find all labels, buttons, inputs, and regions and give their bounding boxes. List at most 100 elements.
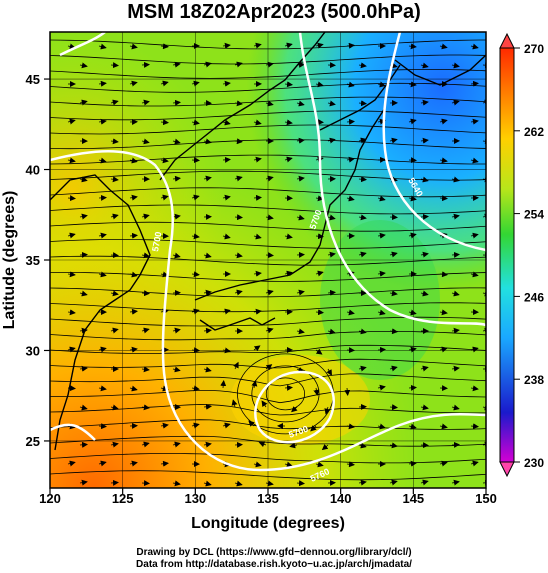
wind-arrow <box>324 406 331 415</box>
wind-arrow <box>110 290 119 297</box>
wind-arrow <box>160 157 169 164</box>
wind-arrow <box>265 175 274 182</box>
wind-arrow <box>79 290 88 297</box>
wind-arrow <box>231 399 238 408</box>
wind-arrow <box>79 365 88 372</box>
wind-arrow <box>220 380 227 389</box>
wind-arrow <box>172 441 181 448</box>
temperature-field <box>50 32 486 488</box>
wind-arrow <box>253 461 262 468</box>
wind-arrow <box>315 348 323 355</box>
wind-arrow <box>258 441 267 448</box>
wind-arrow <box>222 194 231 201</box>
wind-arrow <box>234 252 243 259</box>
wind-arrow <box>377 309 386 316</box>
wind-arrow <box>420 137 429 144</box>
streamline <box>50 302 486 313</box>
wind-arrow <box>451 176 460 183</box>
wind-arrow <box>110 176 119 183</box>
wind-arrow <box>203 252 212 259</box>
y-tick-label: 45 <box>26 72 40 87</box>
wind-arrow <box>110 441 119 448</box>
wind-arrow <box>141 213 150 220</box>
wind-arrow <box>451 99 460 106</box>
wind-arrow <box>451 213 460 220</box>
wind-streamlines <box>50 39 486 488</box>
wind-arrow <box>346 309 355 316</box>
streamline <box>50 221 486 232</box>
wind-arrow <box>79 62 88 69</box>
wind-arrow <box>67 460 76 467</box>
wind-arrow <box>284 119 293 126</box>
wind-arrow <box>203 480 212 487</box>
wind-arrow <box>79 213 88 220</box>
x-axis-label: Longitude (degrees) <box>191 515 345 532</box>
wind-arrow <box>346 195 355 202</box>
contour-label: 5700 <box>150 231 163 252</box>
wind-arrow <box>234 214 243 221</box>
page-title: MSM 18Z02Apr2023 (500.0hPa) <box>127 1 421 23</box>
wind-arrow <box>160 194 169 201</box>
wind-arrow <box>389 404 398 411</box>
wind-arrow <box>129 385 138 392</box>
wind-arrow <box>470 385 479 392</box>
wind-arrow <box>141 404 150 411</box>
wind-arrow <box>248 420 255 427</box>
wind-arrow <box>222 119 231 126</box>
wind-arrow <box>203 327 212 334</box>
wind-arrow <box>439 195 448 202</box>
wind-arrow <box>98 232 107 239</box>
wind-arrow <box>346 81 355 88</box>
wind-arrow <box>470 271 479 278</box>
wind-arrow <box>439 271 448 278</box>
wind-arrow <box>141 441 150 448</box>
wind-arrow <box>315 461 324 468</box>
wind-arrow <box>110 62 119 69</box>
colorbar: 270 262 254 246 238 230 <box>499 32 544 478</box>
wind-arrow <box>482 441 486 448</box>
wind-arrow <box>420 176 429 183</box>
wind-arrow <box>129 271 138 278</box>
coastlines <box>50 32 486 451</box>
wind-arrow <box>203 441 212 448</box>
wind-arrow <box>377 232 386 239</box>
wind-arrow <box>98 157 107 164</box>
wind-arrow <box>470 157 479 164</box>
wind-arrow <box>470 80 479 87</box>
wind-arrow <box>358 365 367 372</box>
streamline <box>50 331 486 341</box>
streamline <box>50 110 486 121</box>
wind-arrow <box>439 157 448 164</box>
wind-arrow <box>470 460 479 467</box>
wind-arrow <box>327 137 336 144</box>
wind-arrow <box>408 346 417 353</box>
wind-arrow <box>67 118 76 125</box>
wind-arrow <box>110 252 119 259</box>
wind-arrow <box>296 480 305 487</box>
wind-arrow <box>98 460 107 467</box>
wind-arrow <box>79 479 88 486</box>
colorbar-tick-label: 238 <box>524 373 544 387</box>
wind-arrow <box>191 119 200 126</box>
x-tick-label: 130 <box>184 491 206 506</box>
wind-arrow <box>98 346 107 353</box>
wind-arrow <box>234 480 243 487</box>
y-tick-label: 30 <box>26 343 40 358</box>
wind-arrow <box>451 251 460 258</box>
wind-arrow <box>482 176 486 183</box>
wind-arrow <box>358 328 367 335</box>
wind-arrow <box>110 99 119 106</box>
wind-arrow <box>321 443 329 451</box>
wind-arrow <box>265 214 274 221</box>
wind-arrow <box>222 308 231 315</box>
wind-arrow <box>451 404 460 411</box>
cyclone-streamline <box>265 377 306 411</box>
wind-arrow <box>451 365 460 372</box>
wind-arrow <box>439 346 448 353</box>
wind-arrow <box>129 43 138 50</box>
wind-arrow <box>439 118 448 125</box>
y-tick-label: 35 <box>26 253 40 268</box>
wind-arrow <box>141 99 150 106</box>
wind-arrow <box>408 118 417 125</box>
